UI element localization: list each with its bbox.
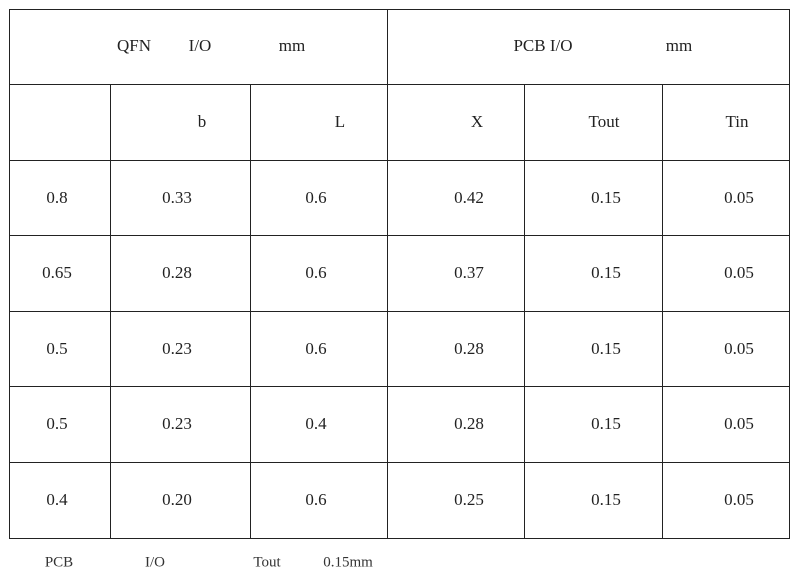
cell: 0.4 bbox=[305, 414, 327, 433]
cell-border bbox=[524, 84, 525, 538]
cell-border bbox=[9, 9, 10, 539]
cell: 0.05 bbox=[724, 490, 754, 509]
cell-border bbox=[9, 160, 790, 161]
cell: 0.23 bbox=[162, 414, 192, 433]
cell: 0.15 bbox=[591, 338, 621, 358]
cell: 0.6 bbox=[305, 338, 327, 358]
cell-border bbox=[110, 84, 111, 538]
column-header: X bbox=[470, 112, 484, 131]
cell-border bbox=[9, 538, 790, 539]
group-header: mm bbox=[278, 36, 306, 55]
cell: 0.37 bbox=[454, 263, 484, 282]
cell: 0.28 bbox=[454, 338, 484, 358]
cell-border bbox=[387, 9, 388, 539]
cell: 0.05 bbox=[724, 338, 754, 358]
cell: 0.25 bbox=[454, 490, 484, 509]
cell: 0.15 bbox=[591, 187, 621, 207]
footnote: I/O bbox=[145, 554, 165, 571]
cell: 0.15 bbox=[591, 263, 621, 282]
cell-border bbox=[9, 84, 790, 85]
cell: 0.05 bbox=[724, 414, 754, 433]
cell: 0.15 bbox=[591, 490, 621, 509]
column-header: L bbox=[334, 112, 346, 131]
group-header: mm bbox=[665, 36, 693, 55]
cell-border bbox=[9, 235, 790, 236]
cell: 0.4 bbox=[46, 490, 68, 509]
cell: 0.15 bbox=[591, 414, 621, 433]
cell-border bbox=[9, 462, 790, 463]
footnote: PCB bbox=[44, 554, 74, 571]
cell: 0.05 bbox=[724, 263, 754, 282]
group-header: PCB I/O bbox=[513, 36, 573, 55]
cell-border bbox=[9, 9, 790, 10]
cell: 0.65 bbox=[42, 263, 72, 282]
cell-border bbox=[9, 311, 790, 312]
cell: 0.05 bbox=[724, 187, 754, 207]
cell: 0.6 bbox=[305, 187, 327, 207]
footnote: Tout bbox=[253, 554, 281, 571]
footnote: 0.15mm bbox=[323, 554, 373, 571]
cell: 0.8 bbox=[46, 187, 68, 207]
cell-border bbox=[662, 84, 663, 538]
cell: 0.28 bbox=[454, 414, 484, 433]
cell: 0.6 bbox=[305, 490, 327, 509]
column-header: b bbox=[197, 112, 207, 131]
cell: 0.28 bbox=[162, 263, 192, 282]
group-header: QFN bbox=[116, 36, 152, 55]
column-header: Tout bbox=[588, 112, 620, 131]
cell: 0.5 bbox=[46, 338, 68, 358]
column-header: Tin bbox=[725, 112, 749, 131]
cell: 0.5 bbox=[46, 414, 68, 433]
cell-border bbox=[250, 84, 251, 538]
cell: 0.20 bbox=[162, 490, 192, 509]
cell: 0.23 bbox=[162, 338, 192, 358]
cell: 0.6 bbox=[305, 263, 327, 282]
group-header: I/O bbox=[188, 36, 212, 55]
cell: 0.42 bbox=[454, 187, 484, 207]
cell-border bbox=[9, 386, 790, 387]
cell: 0.33 bbox=[162, 187, 192, 207]
cell-border bbox=[789, 9, 790, 539]
